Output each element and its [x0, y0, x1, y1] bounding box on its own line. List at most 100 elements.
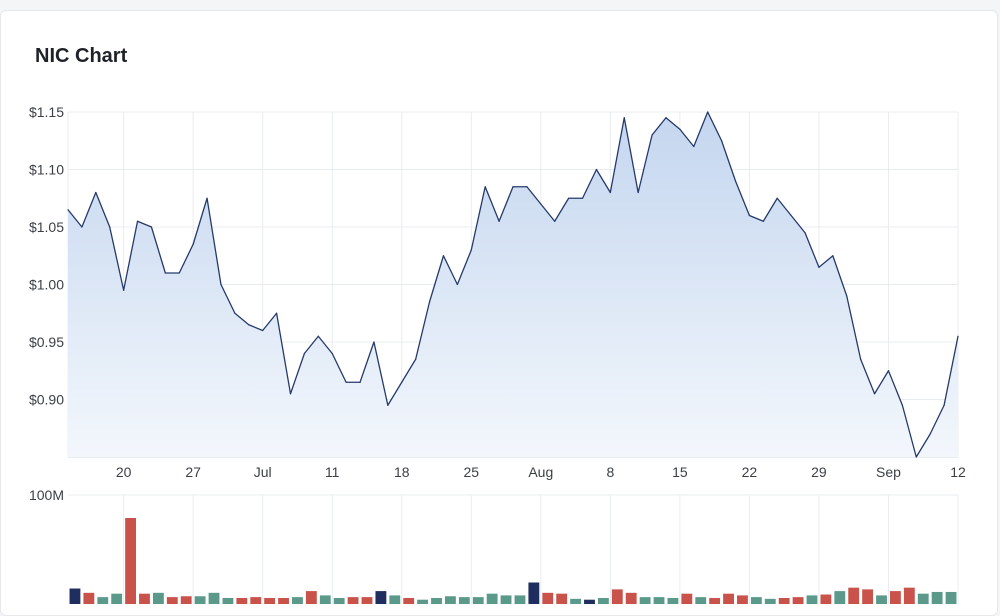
- volume-bar: [876, 595, 887, 604]
- volume-bar: [305, 591, 317, 604]
- volume-bar: [570, 598, 582, 604]
- y-axis-ticks: $0.90 $0.95 $1.00 $1.05 $1.10 $1.15: [29, 104, 64, 408]
- price-point: [456, 283, 458, 286]
- volume-bar: [264, 597, 276, 604]
- volume-bar: [709, 597, 721, 604]
- volume-bar: [542, 592, 554, 604]
- volume-bar: [514, 595, 526, 604]
- price-point: [512, 186, 514, 188]
- price-point: [526, 186, 528, 188]
- volume-bar: [764, 598, 776, 604]
- volume-bar: [111, 593, 123, 604]
- volume-bar: [931, 591, 943, 604]
- price-point: [887, 370, 890, 372]
- volume-bar: [250, 597, 262, 604]
- x-tick-label: 25: [463, 464, 479, 480]
- volume-bar: [848, 587, 860, 604]
- price-point: [623, 117, 625, 119]
- price-point: [915, 456, 917, 458]
- volume-bar: [889, 591, 901, 604]
- y-tick-label: $0.95: [29, 334, 64, 350]
- price-point: [776, 197, 778, 199]
- price-point: [901, 404, 903, 406]
- volume-bar: [69, 588, 81, 604]
- price-point: [734, 180, 737, 182]
- price-point: [317, 335, 319, 337]
- price-point: [818, 266, 820, 268]
- volume-bar: [222, 597, 234, 604]
- price-point: [303, 352, 306, 355]
- volume-bar: [166, 597, 178, 604]
- volume-bar: [486, 593, 498, 604]
- price-point: [248, 324, 250, 326]
- volume-bar: [139, 593, 150, 604]
- volume-bar: [556, 593, 568, 604]
- x-tick-label: 27: [185, 464, 201, 480]
- volume-bar: [333, 597, 345, 604]
- price-point: [498, 220, 500, 222]
- price-point: [178, 272, 180, 274]
- price-point: [609, 191, 611, 194]
- volume-bar: [236, 597, 248, 604]
- price-point: [192, 243, 194, 245]
- volume-bar: [681, 593, 693, 604]
- volume-bar: [945, 591, 957, 604]
- volume-bar: [903, 587, 915, 604]
- volume-bar: [472, 597, 484, 604]
- volume-bar: [152, 592, 164, 604]
- volume-bar: [653, 597, 665, 604]
- volume-bar: [347, 597, 359, 604]
- price-point: [860, 358, 862, 360]
- price-point: [206, 197, 208, 199]
- volume-bar: [403, 597, 415, 604]
- volume-bar: [194, 596, 206, 604]
- price-point: [109, 226, 111, 228]
- x-tick-label: 11: [325, 464, 340, 480]
- price-point: [540, 203, 542, 205]
- y-tick-label: $0.90: [29, 392, 64, 408]
- price-point: [359, 381, 361, 383]
- volume-y-tick-label: 100M: [29, 487, 64, 503]
- volume-bar: [792, 597, 804, 604]
- price-point: [762, 220, 764, 222]
- volume-bar: [83, 592, 95, 604]
- price-point: [275, 312, 278, 314]
- volume-bar: [125, 518, 137, 604]
- price-point: [415, 358, 417, 360]
- price-point: [81, 226, 83, 228]
- price-point: [846, 295, 848, 297]
- x-tick-label: 15: [672, 464, 688, 480]
- price-point: [957, 335, 959, 337]
- volume-bar: [292, 597, 303, 604]
- volume-bar: [625, 592, 637, 604]
- price-point: [373, 341, 375, 343]
- x-tick-label: Aug: [528, 464, 553, 480]
- volume-bar: [597, 597, 609, 604]
- volume-bar: [584, 599, 595, 604]
- price-point: [345, 381, 347, 383]
- volume-bar: [862, 589, 874, 604]
- price-point: [790, 214, 792, 217]
- price-point: [832, 255, 834, 257]
- x-tick-label: 12: [950, 464, 966, 480]
- price-area-fill: [68, 112, 958, 457]
- volume-bar: [750, 597, 762, 604]
- volume-bar: [820, 594, 832, 604]
- price-point: [595, 168, 598, 171]
- volume-bar: [361, 597, 373, 604]
- price-point: [136, 220, 139, 222]
- volume-bar: [695, 597, 707, 604]
- volume-bar: [667, 597, 679, 604]
- price-point: [470, 249, 472, 251]
- price-point: [637, 191, 639, 194]
- volume-bar: [778, 597, 790, 604]
- price-point: [651, 134, 653, 136]
- price-point: [943, 404, 945, 406]
- price-point: [428, 301, 431, 303]
- volume-bar: [737, 595, 748, 604]
- price-point: [679, 128, 681, 130]
- y-tick-label: $1.05: [29, 219, 64, 235]
- chart-title: NIC Chart: [35, 45, 128, 67]
- y-tick-label: $1.15: [29, 104, 64, 120]
